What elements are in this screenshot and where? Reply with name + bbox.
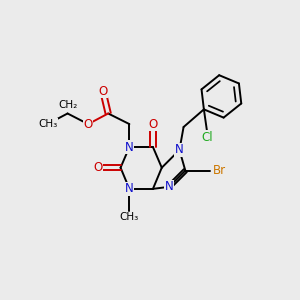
Text: N: N: [125, 182, 134, 195]
Text: N: N: [125, 141, 134, 154]
Text: O: O: [83, 118, 93, 130]
Text: CH₃: CH₃: [38, 119, 57, 129]
Text: N: N: [175, 143, 184, 157]
Text: N: N: [165, 180, 173, 193]
Text: Cl: Cl: [201, 131, 213, 144]
Text: O: O: [148, 118, 158, 130]
Text: O: O: [93, 161, 103, 174]
Text: CH₂: CH₂: [58, 100, 77, 110]
Text: Br: Br: [213, 164, 226, 177]
Text: O: O: [98, 85, 107, 98]
Text: CH₃: CH₃: [120, 212, 139, 222]
